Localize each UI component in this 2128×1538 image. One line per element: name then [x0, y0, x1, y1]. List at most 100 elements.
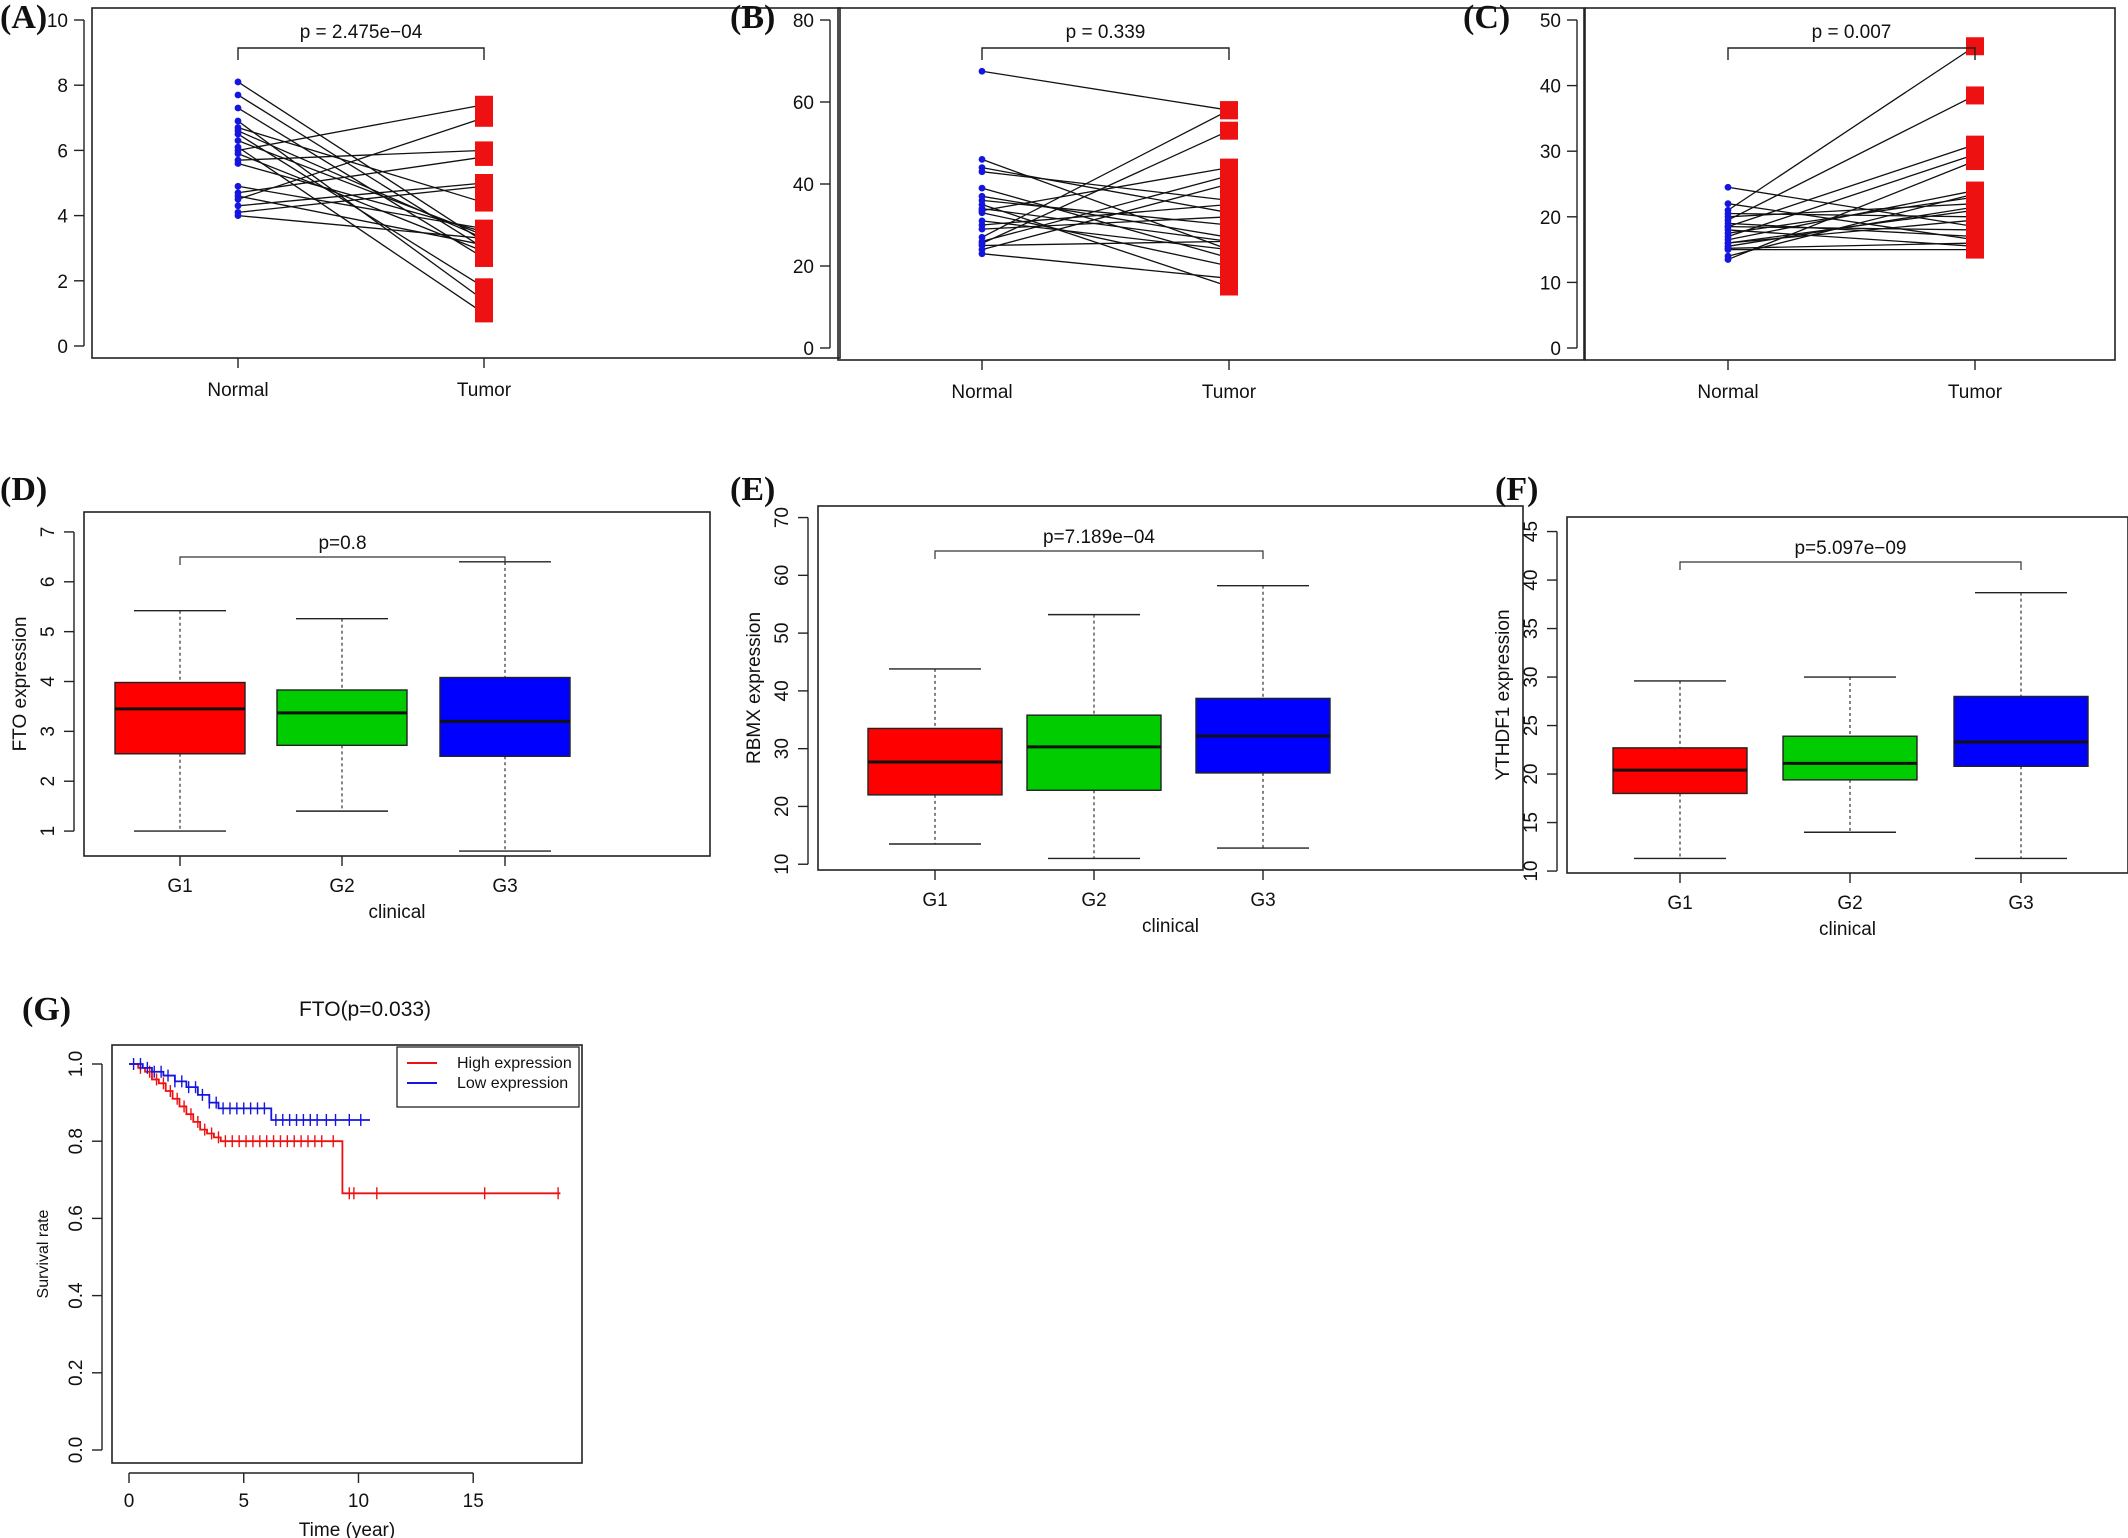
x-tick-label: Tumor — [1202, 382, 1257, 403]
normal-point — [1724, 244, 1732, 252]
x-tick-label: Normal — [1697, 382, 1758, 403]
normal-point — [978, 156, 986, 163]
x-tick-label: G3 — [492, 876, 517, 897]
pair-line — [237, 94, 485, 249]
pair-line — [237, 104, 485, 152]
x-axis-label: clinical — [368, 902, 425, 923]
pair-line — [981, 207, 1230, 243]
normal-point — [978, 168, 986, 176]
pair-line — [981, 166, 1230, 214]
p-value-annotation: p = 0.339 — [1066, 22, 1146, 43]
pair-line — [1727, 225, 1976, 231]
legend-entry: High expression — [457, 1055, 572, 1072]
pair-line — [981, 220, 1230, 251]
pair-line — [237, 133, 485, 288]
y-tick-label: 30 — [772, 738, 793, 759]
panel-label: (B) — [730, 0, 775, 36]
x-tick-label: G2 — [329, 876, 354, 897]
p-value-bracket — [237, 47, 485, 60]
pair-line — [981, 203, 1230, 288]
y-tick-label: 8 — [57, 76, 68, 97]
pair-line — [981, 203, 1230, 226]
p-value-annotation: p = 0.007 — [1812, 22, 1892, 43]
normal-point — [234, 195, 242, 203]
panel-label: (E) — [730, 471, 775, 508]
panel-label: (G) — [22, 991, 71, 1028]
pair-line — [237, 185, 485, 230]
box-G2 — [276, 689, 408, 747]
p-value-bracket — [1727, 47, 1976, 60]
normal-point — [978, 67, 986, 75]
p-value-bracket — [179, 556, 506, 565]
pair-line — [1727, 242, 1976, 249]
y-tick-label: 0.0 — [66, 1437, 87, 1463]
panel-label: (D) — [0, 471, 47, 508]
y-tick-label: 1.0 — [66, 1051, 87, 1077]
x-tick-label: G1 — [167, 876, 192, 897]
tumor-point — [475, 108, 493, 127]
normal-point — [234, 160, 242, 167]
panel-B: (B) 0 20 40 60 80 Normal Tumor p = 0.339 — [730, 0, 1585, 403]
y-tick-label: 3 — [38, 726, 59, 737]
plot-frame — [1584, 7, 2116, 361]
x-axis-label: Time (year) — [299, 1520, 395, 1538]
y-tick-label: 0 — [1550, 339, 1561, 360]
legend-box — [396, 1046, 580, 1108]
y-tick-label: 0.2 — [66, 1360, 87, 1386]
panel-G: (G) FTO(p=0.033) 0.0 0.2 0.4 0.6 0.8 1.0 0 5 10 15 T… — [22, 991, 583, 1538]
y-tick-label: 7 — [38, 527, 59, 538]
normal-point — [1724, 223, 1732, 231]
p-value-annotation: p = 2.475e−04 — [300, 22, 423, 43]
y-tick-label: 20 — [1521, 763, 1542, 784]
y-tick-label: 1 — [38, 826, 59, 837]
y-tick-label: 60 — [793, 93, 814, 114]
y-tick-label: 5 — [38, 626, 59, 637]
pair-line — [1727, 209, 1976, 244]
y-axis-label: FTO expression — [10, 617, 31, 752]
plot-frame — [83, 511, 711, 857]
panel-E: (E) 10 20 30 40 50 60 70 RBMX expression clinical… — [730, 471, 1524, 937]
tumor-point — [1220, 207, 1238, 226]
normal-point — [234, 104, 242, 112]
x-tick-label: Normal — [207, 380, 268, 401]
box-G2 — [1026, 714, 1162, 791]
panel-D: (D) 1 2 3 4 5 6 7 FTO expression clinical G1 G2 G3 p=… — [0, 471, 711, 923]
pair-line — [237, 182, 485, 207]
pair-line — [237, 126, 485, 204]
x-tick-label: G1 — [922, 890, 947, 911]
pair-line — [981, 199, 1230, 226]
tumor-point — [475, 147, 493, 166]
x-tick-label: 5 — [238, 1491, 249, 1512]
pair-line — [237, 156, 485, 194]
pair-line — [981, 70, 1230, 111]
normal-point — [234, 150, 242, 158]
y-tick-label: 40 — [793, 175, 814, 196]
x-tick-label: 10 — [348, 1491, 369, 1512]
y-tick-label: 15 — [1521, 812, 1542, 833]
chart-title: FTO(p=0.033) — [299, 998, 431, 1021]
pair-line — [981, 175, 1230, 243]
x-tick-label: Tumor — [1948, 382, 2003, 403]
y-tick-label: 2 — [57, 272, 68, 293]
p-value-annotation: p=5.097e−09 — [1794, 538, 1906, 559]
pair-line — [981, 183, 1230, 251]
tumor-point — [475, 193, 493, 212]
p-value-bracket — [1679, 561, 2022, 570]
pair-line — [237, 185, 485, 213]
tumor-point — [1220, 232, 1238, 251]
pair-line — [237, 149, 485, 161]
pair-line — [237, 162, 485, 233]
panel-label: (F) — [1495, 471, 1538, 508]
y-tick-label: 0 — [803, 339, 814, 360]
y-tick-label: 0.8 — [66, 1128, 87, 1154]
panel-C: (C) 0 10 20 30 40 50 Normal Tumor p = 0.007 — [1463, 0, 2116, 403]
y-tick-label: 30 — [1521, 666, 1542, 687]
pair-line — [237, 117, 485, 200]
normal-point — [234, 202, 242, 210]
tumor-point — [475, 177, 493, 196]
pair-line — [1727, 94, 1976, 221]
y-tick-label: 10 — [1540, 273, 1561, 294]
tumor-point — [1966, 152, 1984, 171]
pair-line — [981, 130, 1230, 245]
tumor-point — [475, 278, 493, 297]
